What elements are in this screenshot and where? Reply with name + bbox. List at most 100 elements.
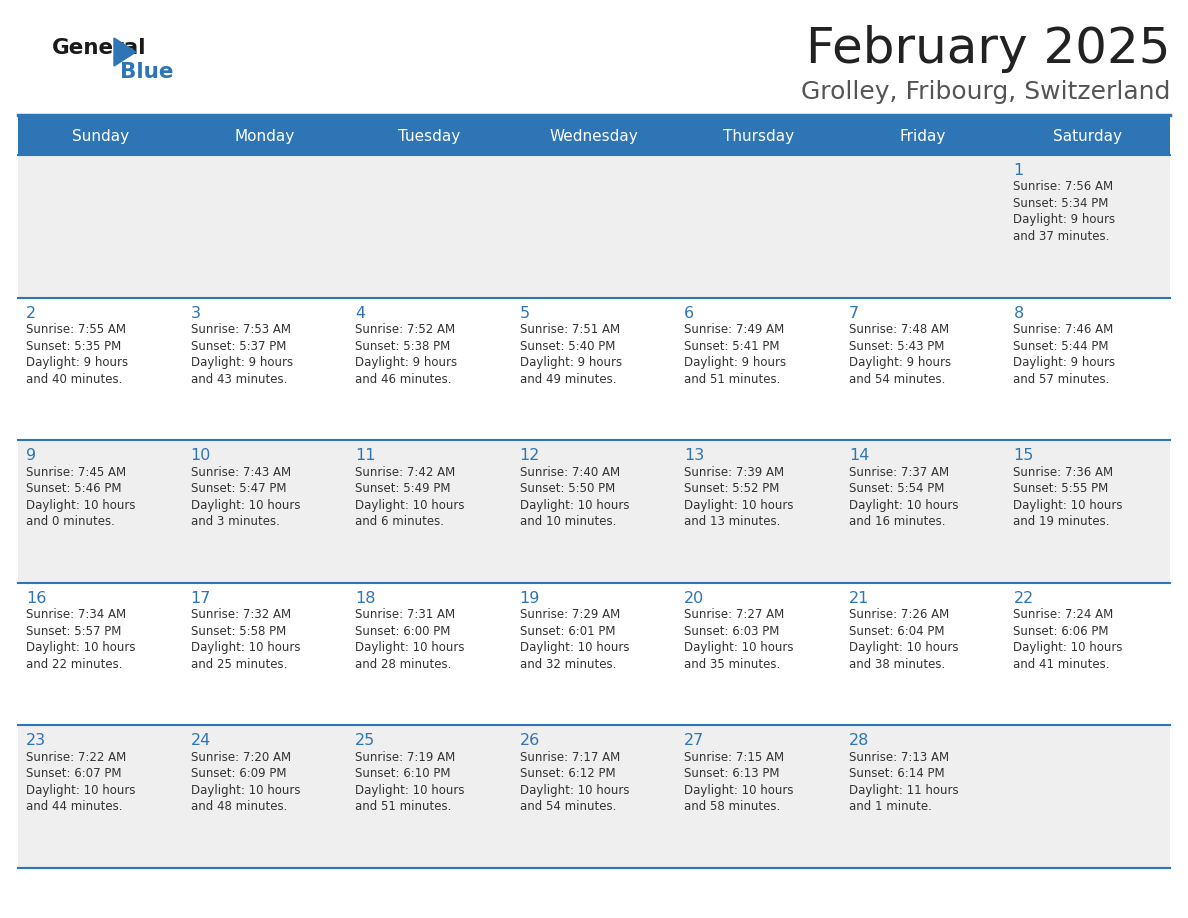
Text: and 57 minutes.: and 57 minutes. — [1013, 373, 1110, 386]
Text: Sunset: 5:47 PM: Sunset: 5:47 PM — [190, 482, 286, 495]
Text: Sunset: 6:06 PM: Sunset: 6:06 PM — [1013, 625, 1108, 638]
Text: 14: 14 — [849, 448, 870, 464]
Text: Daylight: 10 hours: Daylight: 10 hours — [519, 498, 630, 511]
Text: Sunrise: 7:36 AM: Sunrise: 7:36 AM — [1013, 465, 1113, 478]
Text: Sunset: 5:46 PM: Sunset: 5:46 PM — [26, 482, 121, 495]
Text: Saturday: Saturday — [1054, 129, 1123, 143]
Text: and 16 minutes.: and 16 minutes. — [849, 515, 946, 528]
Text: and 40 minutes.: and 40 minutes. — [26, 373, 122, 386]
Text: 23: 23 — [26, 733, 46, 748]
Text: Sunrise: 7:46 AM: Sunrise: 7:46 AM — [1013, 323, 1113, 336]
FancyBboxPatch shape — [18, 297, 1170, 441]
Text: Daylight: 9 hours: Daylight: 9 hours — [190, 356, 292, 369]
Text: 1: 1 — [1013, 163, 1024, 178]
Text: Daylight: 10 hours: Daylight: 10 hours — [849, 642, 959, 655]
Text: General: General — [52, 38, 146, 58]
Text: Friday: Friday — [901, 129, 947, 143]
FancyBboxPatch shape — [18, 155, 1170, 297]
Text: Sunset: 5:34 PM: Sunset: 5:34 PM — [1013, 197, 1108, 210]
Text: Daylight: 10 hours: Daylight: 10 hours — [849, 498, 959, 511]
Text: Sunset: 6:00 PM: Sunset: 6:00 PM — [355, 625, 450, 638]
Text: and 49 minutes.: and 49 minutes. — [519, 373, 617, 386]
Text: 25: 25 — [355, 733, 375, 748]
Text: Daylight: 10 hours: Daylight: 10 hours — [684, 642, 794, 655]
Text: Sunrise: 7:56 AM: Sunrise: 7:56 AM — [1013, 181, 1113, 194]
Text: Daylight: 9 hours: Daylight: 9 hours — [26, 356, 128, 369]
Text: 15: 15 — [1013, 448, 1034, 464]
Text: 13: 13 — [684, 448, 704, 464]
Text: 12: 12 — [519, 448, 541, 464]
Text: Sunrise: 7:15 AM: Sunrise: 7:15 AM — [684, 751, 784, 764]
Text: Tuesday: Tuesday — [398, 129, 461, 143]
Text: Sunrise: 7:55 AM: Sunrise: 7:55 AM — [26, 323, 126, 336]
Text: Sunset: 6:07 PM: Sunset: 6:07 PM — [26, 767, 121, 780]
Text: Daylight: 9 hours: Daylight: 9 hours — [1013, 356, 1116, 369]
Text: February 2025: February 2025 — [805, 25, 1170, 73]
Text: Sunrise: 7:22 AM: Sunrise: 7:22 AM — [26, 751, 126, 764]
FancyBboxPatch shape — [841, 117, 1005, 155]
Text: 6: 6 — [684, 306, 695, 320]
Text: Sunrise: 7:13 AM: Sunrise: 7:13 AM — [849, 751, 949, 764]
Polygon shape — [114, 38, 135, 66]
Text: and 51 minutes.: and 51 minutes. — [684, 373, 781, 386]
Text: Sunrise: 7:42 AM: Sunrise: 7:42 AM — [355, 465, 455, 478]
Text: and 51 minutes.: and 51 minutes. — [355, 800, 451, 813]
FancyBboxPatch shape — [347, 117, 512, 155]
Text: Daylight: 10 hours: Daylight: 10 hours — [26, 784, 135, 797]
Text: Sunrise: 7:48 AM: Sunrise: 7:48 AM — [849, 323, 949, 336]
Text: 17: 17 — [190, 591, 211, 606]
Text: Daylight: 9 hours: Daylight: 9 hours — [684, 356, 786, 369]
Text: Sunset: 6:01 PM: Sunset: 6:01 PM — [519, 625, 615, 638]
Text: Sunday: Sunday — [71, 129, 128, 143]
Text: Sunrise: 7:39 AM: Sunrise: 7:39 AM — [684, 465, 784, 478]
Text: Daylight: 9 hours: Daylight: 9 hours — [1013, 214, 1116, 227]
Text: Sunset: 6:04 PM: Sunset: 6:04 PM — [849, 625, 944, 638]
Text: Sunset: 5:58 PM: Sunset: 5:58 PM — [190, 625, 286, 638]
Text: and 43 minutes.: and 43 minutes. — [190, 373, 287, 386]
Text: Daylight: 9 hours: Daylight: 9 hours — [355, 356, 457, 369]
Text: and 41 minutes.: and 41 minutes. — [1013, 658, 1110, 671]
FancyBboxPatch shape — [1005, 117, 1170, 155]
Text: 4: 4 — [355, 306, 365, 320]
Text: 7: 7 — [849, 306, 859, 320]
Text: Sunset: 5:44 PM: Sunset: 5:44 PM — [1013, 340, 1108, 353]
Text: Sunset: 6:13 PM: Sunset: 6:13 PM — [684, 767, 779, 780]
Text: 5: 5 — [519, 306, 530, 320]
Text: and 44 minutes.: and 44 minutes. — [26, 800, 122, 813]
Text: and 38 minutes.: and 38 minutes. — [849, 658, 946, 671]
Text: Thursday: Thursday — [723, 129, 794, 143]
Text: and 3 minutes.: and 3 minutes. — [190, 515, 279, 528]
Text: 8: 8 — [1013, 306, 1024, 320]
Text: and 54 minutes.: and 54 minutes. — [849, 373, 946, 386]
Text: and 35 minutes.: and 35 minutes. — [684, 658, 781, 671]
Text: 20: 20 — [684, 591, 704, 606]
Text: Monday: Monday — [235, 129, 295, 143]
Text: 19: 19 — [519, 591, 541, 606]
Text: Daylight: 10 hours: Daylight: 10 hours — [26, 498, 135, 511]
Text: and 22 minutes.: and 22 minutes. — [26, 658, 122, 671]
Text: and 37 minutes.: and 37 minutes. — [1013, 230, 1110, 243]
Text: and 13 minutes.: and 13 minutes. — [684, 515, 781, 528]
FancyBboxPatch shape — [183, 117, 347, 155]
Text: Sunrise: 7:24 AM: Sunrise: 7:24 AM — [1013, 609, 1113, 621]
FancyBboxPatch shape — [18, 725, 1170, 868]
Text: Sunrise: 7:26 AM: Sunrise: 7:26 AM — [849, 609, 949, 621]
Text: Sunset: 5:49 PM: Sunset: 5:49 PM — [355, 482, 450, 495]
Text: Sunset: 6:10 PM: Sunset: 6:10 PM — [355, 767, 450, 780]
Text: 10: 10 — [190, 448, 211, 464]
Text: 9: 9 — [26, 448, 36, 464]
Text: Daylight: 10 hours: Daylight: 10 hours — [355, 642, 465, 655]
Text: and 6 minutes.: and 6 minutes. — [355, 515, 444, 528]
Text: Sunset: 5:35 PM: Sunset: 5:35 PM — [26, 340, 121, 353]
Text: Sunrise: 7:20 AM: Sunrise: 7:20 AM — [190, 751, 291, 764]
Text: Daylight: 10 hours: Daylight: 10 hours — [190, 642, 301, 655]
Text: Sunrise: 7:19 AM: Sunrise: 7:19 AM — [355, 751, 455, 764]
Text: 24: 24 — [190, 733, 210, 748]
Text: Sunset: 5:50 PM: Sunset: 5:50 PM — [519, 482, 615, 495]
Text: Daylight: 10 hours: Daylight: 10 hours — [519, 642, 630, 655]
Text: Sunset: 5:38 PM: Sunset: 5:38 PM — [355, 340, 450, 353]
Text: 26: 26 — [519, 733, 541, 748]
Text: and 46 minutes.: and 46 minutes. — [355, 373, 451, 386]
Text: Daylight: 9 hours: Daylight: 9 hours — [849, 356, 950, 369]
Text: Sunrise: 7:45 AM: Sunrise: 7:45 AM — [26, 465, 126, 478]
